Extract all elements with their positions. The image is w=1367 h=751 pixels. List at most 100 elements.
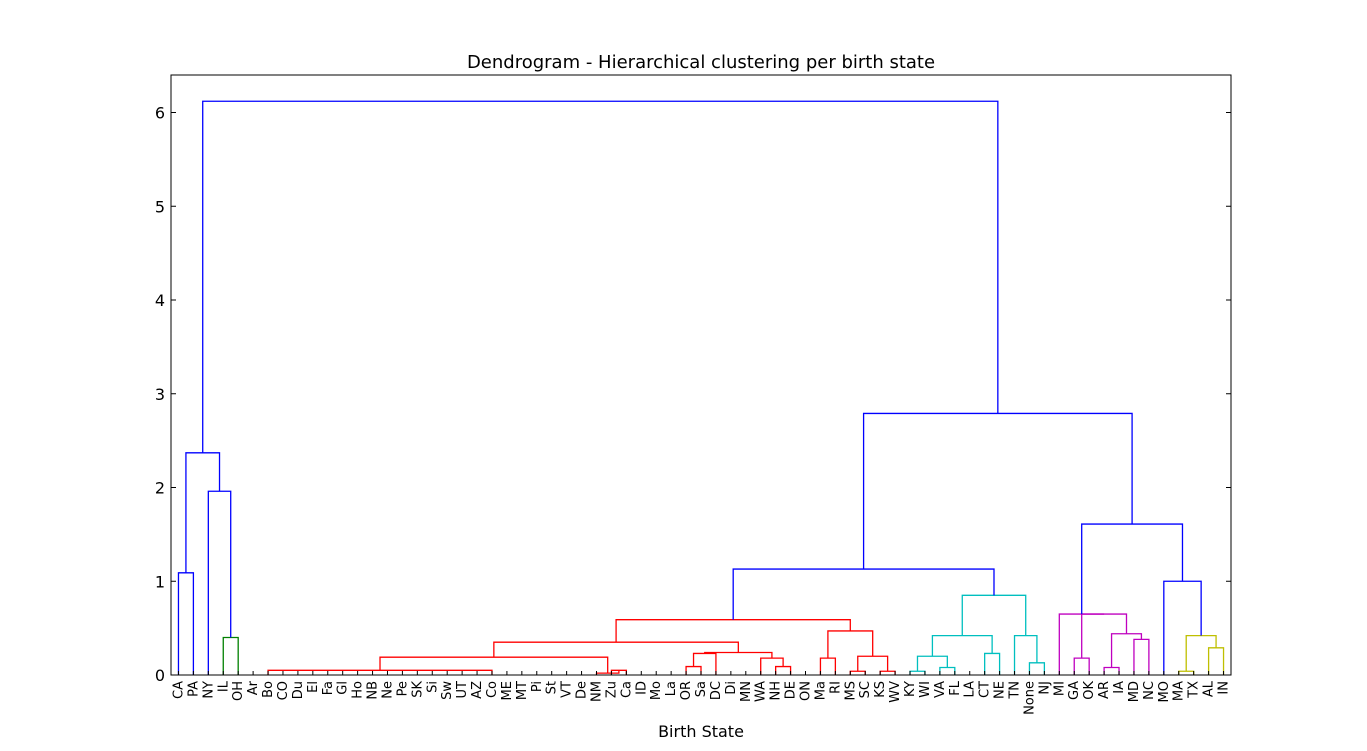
dendrogram-link [849,670,866,675]
leaf-label: De [575,681,590,699]
leaf-label: MT [515,681,530,700]
leaf-label: TN [1008,681,1023,700]
leaf-label: CO [276,681,291,700]
plot-frame [170,74,1232,676]
y-tick-label: 1 [155,572,165,591]
dendrogram-link [984,652,1001,675]
leaf-label: Zu [604,681,619,698]
leaf-label: NC [1142,681,1157,700]
leaf-label: CT [978,681,993,698]
leaf-label: ON [799,681,814,701]
y-tick-label: 3 [155,385,165,404]
leaf-label: IN [1217,681,1232,695]
dendrogram-link [961,594,1027,636]
leaf-label: KY [903,681,918,697]
dendrogram-link [1163,580,1202,675]
dendrogram-link [615,619,851,643]
leaf-label: NH [769,681,784,701]
leaf-label: OR [679,681,694,700]
y-tick-label: 5 [155,197,165,216]
leaf-label: Bo [261,681,276,698]
dendrogram-link [732,568,995,620]
leaf-label: Mo [649,681,664,700]
leaf-label: WI [918,681,933,698]
dendrogram-link [177,572,195,675]
leaf-label: NE [993,681,1008,699]
y-tick-label: 6 [155,104,165,123]
dendrogram-link [379,656,609,674]
leaf-label: MN [739,681,754,702]
dendrogram-link [931,634,993,657]
leaf-label: NB [366,681,381,700]
leaf-label: VT [560,681,575,698]
dendrogram-link [1081,523,1184,615]
leaf-label: Ar [246,680,261,695]
leaf-label: FL [948,680,963,695]
dendrogram-link [1103,666,1120,675]
dendrogram-link [493,641,739,658]
leaf-label: AR [1097,681,1112,699]
leaf-label: Du [291,681,306,699]
leaf-label: NY [201,681,216,699]
leaf-label: MD [1127,681,1142,702]
leaf-label: LA [963,681,978,698]
dendrogram-link [267,669,493,675]
leaf-label: MI [1052,681,1067,696]
dendrogram-link [1185,634,1217,672]
dendrogram-link [1058,613,1105,675]
leaf-label: Ca [619,681,634,698]
leaf-label: OH [231,681,246,701]
dendrogram-links [177,100,1225,675]
dendrogram-link [1073,657,1090,675]
leaf-label: MS [843,681,858,700]
leaf-label: Pe [395,681,410,696]
leaf-label: UT [455,681,470,699]
leaf-label: TX [1187,681,1202,699]
leaf-label: Pi [530,681,545,692]
y-tick-label: 4 [155,291,165,310]
leaf-label: Sa [694,681,709,697]
leaf-label: Si [425,681,440,693]
leaf-label: WV [888,681,903,703]
dendrogram-link [862,412,1133,570]
dendrogram-link [1133,638,1150,675]
leaf-label: GA [1067,681,1082,700]
dendrogram-link [692,652,717,675]
x-axis-ticks: CA PA NY IL OH Ar Bo CO Du El Fa Gl Ho NB Ne Pe SK Si Sw UT… [171,671,1232,715]
leaf-label: KS [873,681,888,698]
leaf-label: NM [589,681,604,702]
leaf-label: None [1022,681,1037,715]
leaf-label: Ma [813,681,828,700]
leaf-label: IA [1112,681,1127,694]
leaf-label: WA [754,681,769,702]
leaf-label: MO [1157,681,1172,702]
dendrogram-link [774,665,792,675]
leaf-label: OK [1082,681,1097,700]
dendrogram-link [879,670,896,675]
leaf-label: IL [216,680,231,692]
leaf-label: Fa [321,681,336,695]
leaf-label: El [306,681,321,693]
y-tick-label: 2 [155,479,165,498]
leaf-label: Gl [336,681,351,695]
dendrogram-link [909,670,926,675]
leaf-label: RI [828,681,843,694]
leaf-label: CA [171,681,186,699]
dendrogram-link [916,655,948,672]
leaf-label: Co [485,681,500,698]
leaf-label: St [545,681,560,694]
leaf-label: SK [410,681,425,698]
dendrogram-link [819,657,837,675]
leaf-label: Ne [380,681,395,699]
dendrogram-link [939,666,956,675]
leaf-label: ID [634,681,649,695]
y-tick-label: 0 [155,666,165,685]
y-axis-ticks: 0 1 2 3 4 5 6 [155,104,1231,685]
leaf-label: Ho [351,681,366,699]
leaf-label: VA [933,681,948,698]
dendrogram-link [207,490,232,675]
dendrogram-link [685,665,702,675]
leaf-label: ME [500,681,515,700]
leaf-label: Sw [440,681,455,700]
